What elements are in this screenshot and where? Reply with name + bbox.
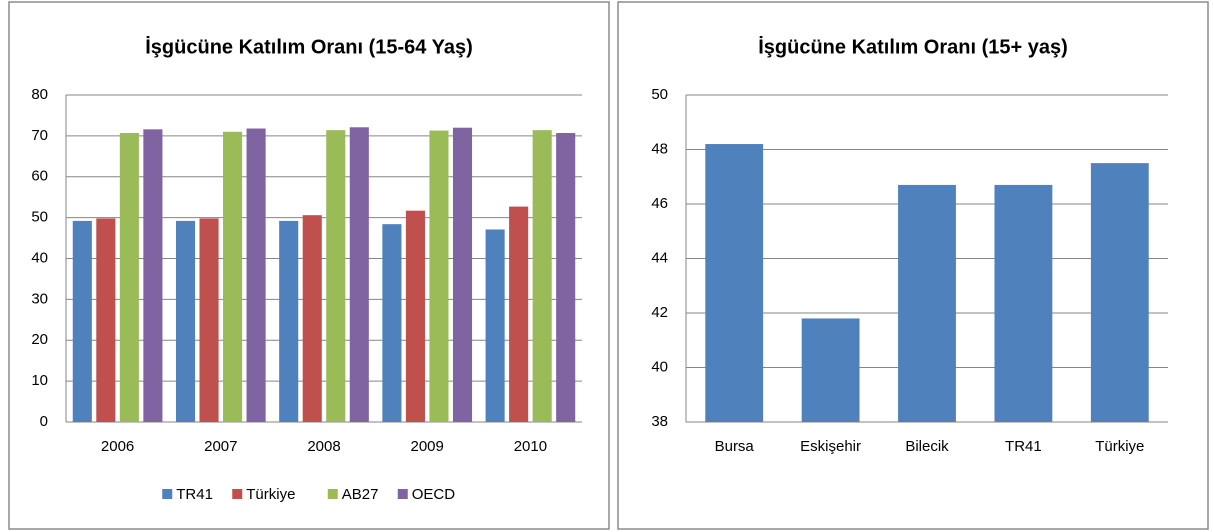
bar bbox=[382, 224, 402, 422]
chart-title: İşgücüne Katılım Oranı (15-64 Yaş) bbox=[145, 35, 473, 58]
x-tick-label: 2006 bbox=[101, 438, 134, 455]
bar bbox=[119, 133, 139, 423]
legend-label: TR41 bbox=[176, 486, 213, 503]
x-tick-label: 2009 bbox=[411, 438, 444, 455]
legend-swatch bbox=[232, 489, 243, 499]
bar bbox=[279, 220, 299, 422]
bar bbox=[485, 229, 505, 422]
chart-panel: İşgücüne Katılım Oranı (15-64 Yaş) 0 10 20 3… bbox=[8, 1, 610, 530]
y-tick-label: 50 bbox=[31, 209, 48, 226]
bar bbox=[175, 220, 196, 422]
y-tick-label: 40 bbox=[31, 249, 48, 266]
bar bbox=[509, 206, 529, 422]
y-tick-label: 20 bbox=[31, 331, 48, 348]
legend-label: OECD bbox=[412, 486, 456, 503]
y-tick-label: 30 bbox=[31, 290, 48, 307]
y-tick-label: 40 bbox=[651, 358, 668, 375]
x-tick-label: 2008 bbox=[307, 438, 340, 455]
y-tick-label: 38 bbox=[651, 413, 668, 430]
bar bbox=[556, 133, 576, 423]
y-tick-label: 42 bbox=[651, 304, 668, 321]
x-tick-label: TR41 bbox=[1005, 438, 1042, 455]
bar bbox=[96, 218, 116, 422]
bar bbox=[405, 210, 425, 422]
bar bbox=[143, 129, 163, 422]
y-tick-label: 44 bbox=[651, 249, 668, 266]
bar bbox=[898, 184, 956, 422]
x-tick-label: Türkiye bbox=[1095, 438, 1144, 455]
x-tick-label: Eskişehir bbox=[800, 438, 861, 455]
bar bbox=[532, 130, 552, 422]
bar bbox=[452, 127, 473, 422]
bar bbox=[302, 215, 322, 422]
y-tick-label: 48 bbox=[651, 140, 668, 157]
bar bbox=[199, 218, 219, 422]
x-tick-label: Bilecik bbox=[905, 438, 949, 455]
bar bbox=[326, 130, 346, 422]
y-tick-label: 80 bbox=[31, 86, 48, 103]
bar bbox=[349, 127, 369, 422]
bar bbox=[223, 131, 243, 422]
x-tick-label: 2010 bbox=[514, 438, 547, 455]
bar bbox=[705, 144, 764, 423]
y-tick-label: 60 bbox=[31, 168, 48, 185]
legend-label: Türkiye bbox=[246, 486, 295, 503]
y-tick-label: 50 bbox=[651, 86, 668, 103]
chart-panel: İşgücüne Katılım Oranı (15+ yaş) 38 40 42 44… bbox=[617, 1, 1209, 530]
x-tick-label: Bursa bbox=[715, 438, 755, 455]
y-tick-label: 0 bbox=[40, 413, 48, 430]
legend-swatch bbox=[162, 489, 173, 499]
y-tick-label: 46 bbox=[651, 195, 668, 212]
bar bbox=[72, 220, 92, 422]
legend-swatch bbox=[397, 489, 408, 499]
legend-swatch bbox=[327, 489, 338, 499]
x-tick-label: 2007 bbox=[204, 438, 237, 455]
chart-title: İşgücüne Katılım Oranı (15+ yaş) bbox=[758, 35, 1068, 58]
y-tick-label: 70 bbox=[31, 127, 48, 144]
bar bbox=[429, 130, 449, 422]
y-tick-label: 10 bbox=[31, 372, 48, 389]
legend-label: AB27 bbox=[342, 486, 379, 503]
bar bbox=[1090, 163, 1149, 422]
bar bbox=[994, 184, 1053, 422]
bar bbox=[801, 318, 860, 422]
bar bbox=[246, 128, 266, 422]
